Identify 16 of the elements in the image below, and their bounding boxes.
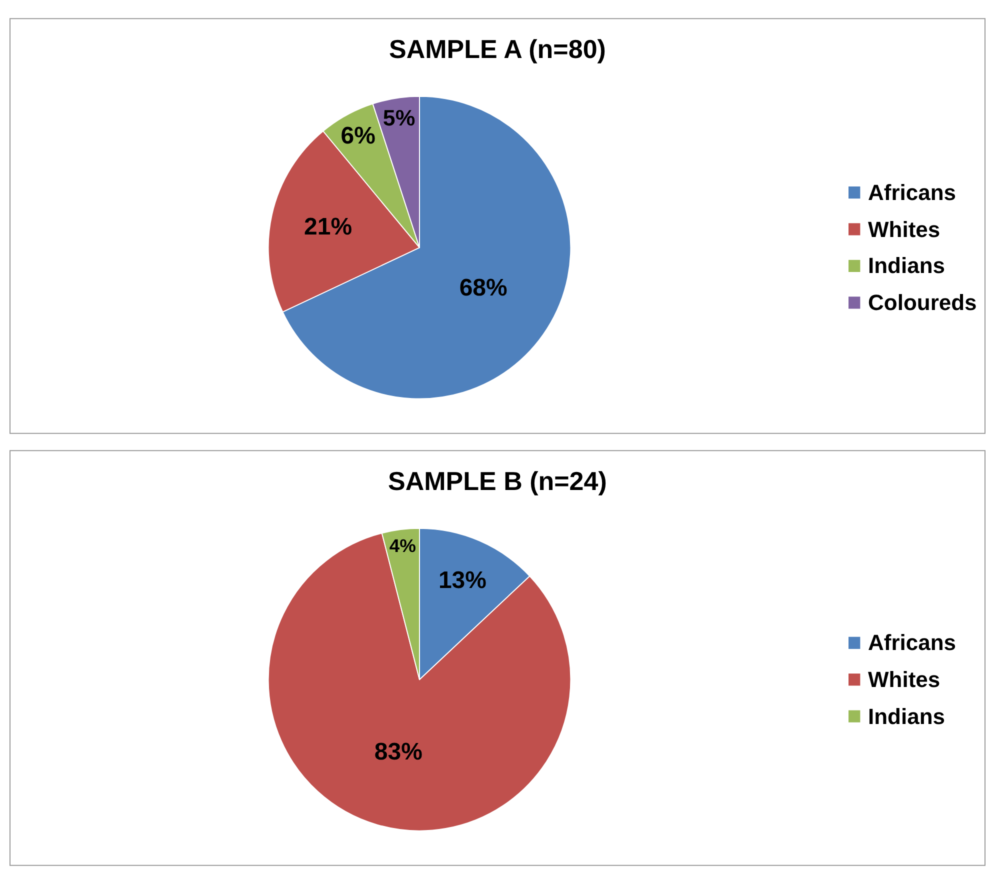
data-label: 5% — [382, 105, 416, 130]
legend-label: Whites — [868, 217, 940, 242]
data-label: 68% — [459, 274, 508, 302]
legend-label: Africans — [868, 180, 956, 205]
legend-label: Indians — [868, 253, 946, 278]
legend-label: Indians — [868, 704, 946, 729]
data-label: 6% — [340, 122, 376, 150]
data-label: 21% — [304, 214, 352, 241]
legend-label: Whites — [868, 667, 940, 692]
data-label: 13% — [438, 566, 487, 594]
data-label: 4% — [389, 535, 416, 556]
data-label: 83% — [374, 738, 422, 766]
chart-title: SAMPLE B (n=24) — [388, 466, 607, 496]
chart-title: SAMPLE A (n=80) — [389, 34, 606, 64]
legend-label: Africans — [868, 630, 956, 655]
legend-label: Coloureds — [868, 290, 977, 315]
